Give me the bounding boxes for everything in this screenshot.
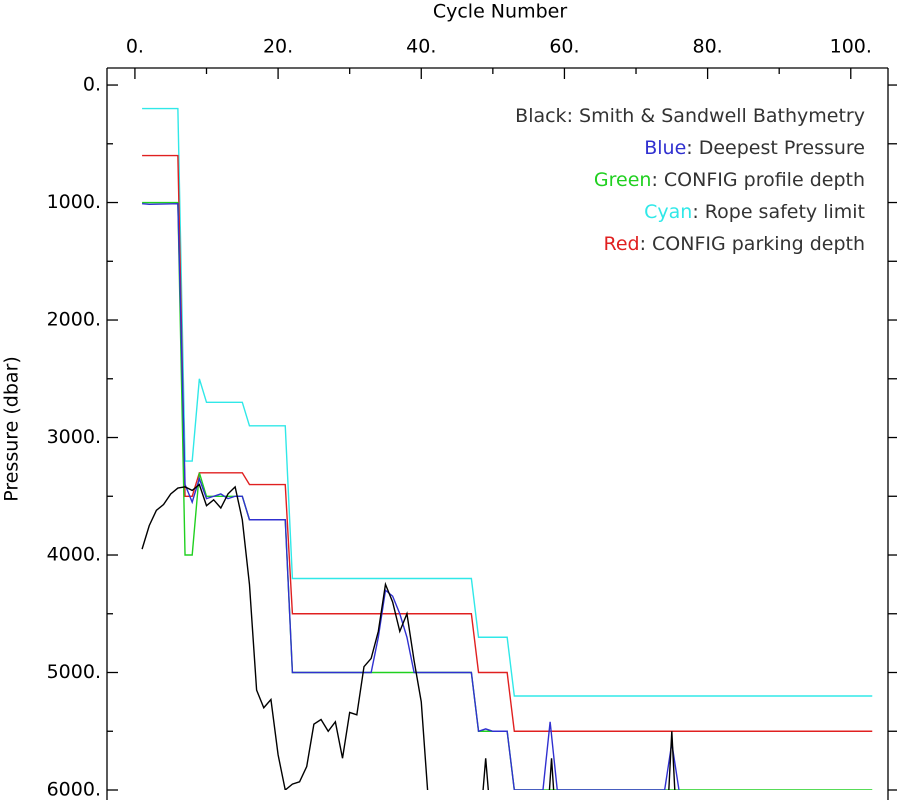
y-axis-title: Pressure (dbar) (1, 356, 23, 502)
plot-area (141, 107, 873, 790)
legend-entry: Cyan: Rope safety limit (644, 201, 865, 223)
legend-entry: Black: Smith & Sandwell Bathymetry (515, 105, 865, 127)
x-tick-label: 60. (549, 36, 579, 58)
y-tick-label: 0. (83, 74, 101, 96)
series-line (142, 202, 680, 790)
legend-entry: Red: CONFIG parking depth (603, 233, 865, 255)
x-tick-label: 20. (263, 36, 293, 58)
legend-entry: Green: CONFIG profile depth (594, 169, 865, 191)
y-tick-label: 1000. (47, 191, 101, 213)
x-tick-label: 40. (406, 36, 436, 58)
legend-entry: Blue: Deepest Pressure (644, 137, 865, 159)
y-tick-label: 2000. (47, 309, 101, 331)
series-line (142, 201, 873, 790)
x-tick-label: 100. (830, 36, 872, 58)
series-line (141, 483, 676, 790)
series-line (142, 154, 873, 732)
x-tick-label: 0. (126, 36, 144, 58)
y-tick-label: 4000. (47, 544, 101, 566)
x-axis-title: Cycle Number (433, 1, 567, 23)
y-tick-label: 5000. (47, 661, 101, 683)
y-tick-label: 6000. (47, 779, 101, 801)
x-tick-label: 80. (692, 36, 722, 58)
y-tick-label: 3000. (47, 426, 101, 448)
series-line (142, 107, 873, 697)
